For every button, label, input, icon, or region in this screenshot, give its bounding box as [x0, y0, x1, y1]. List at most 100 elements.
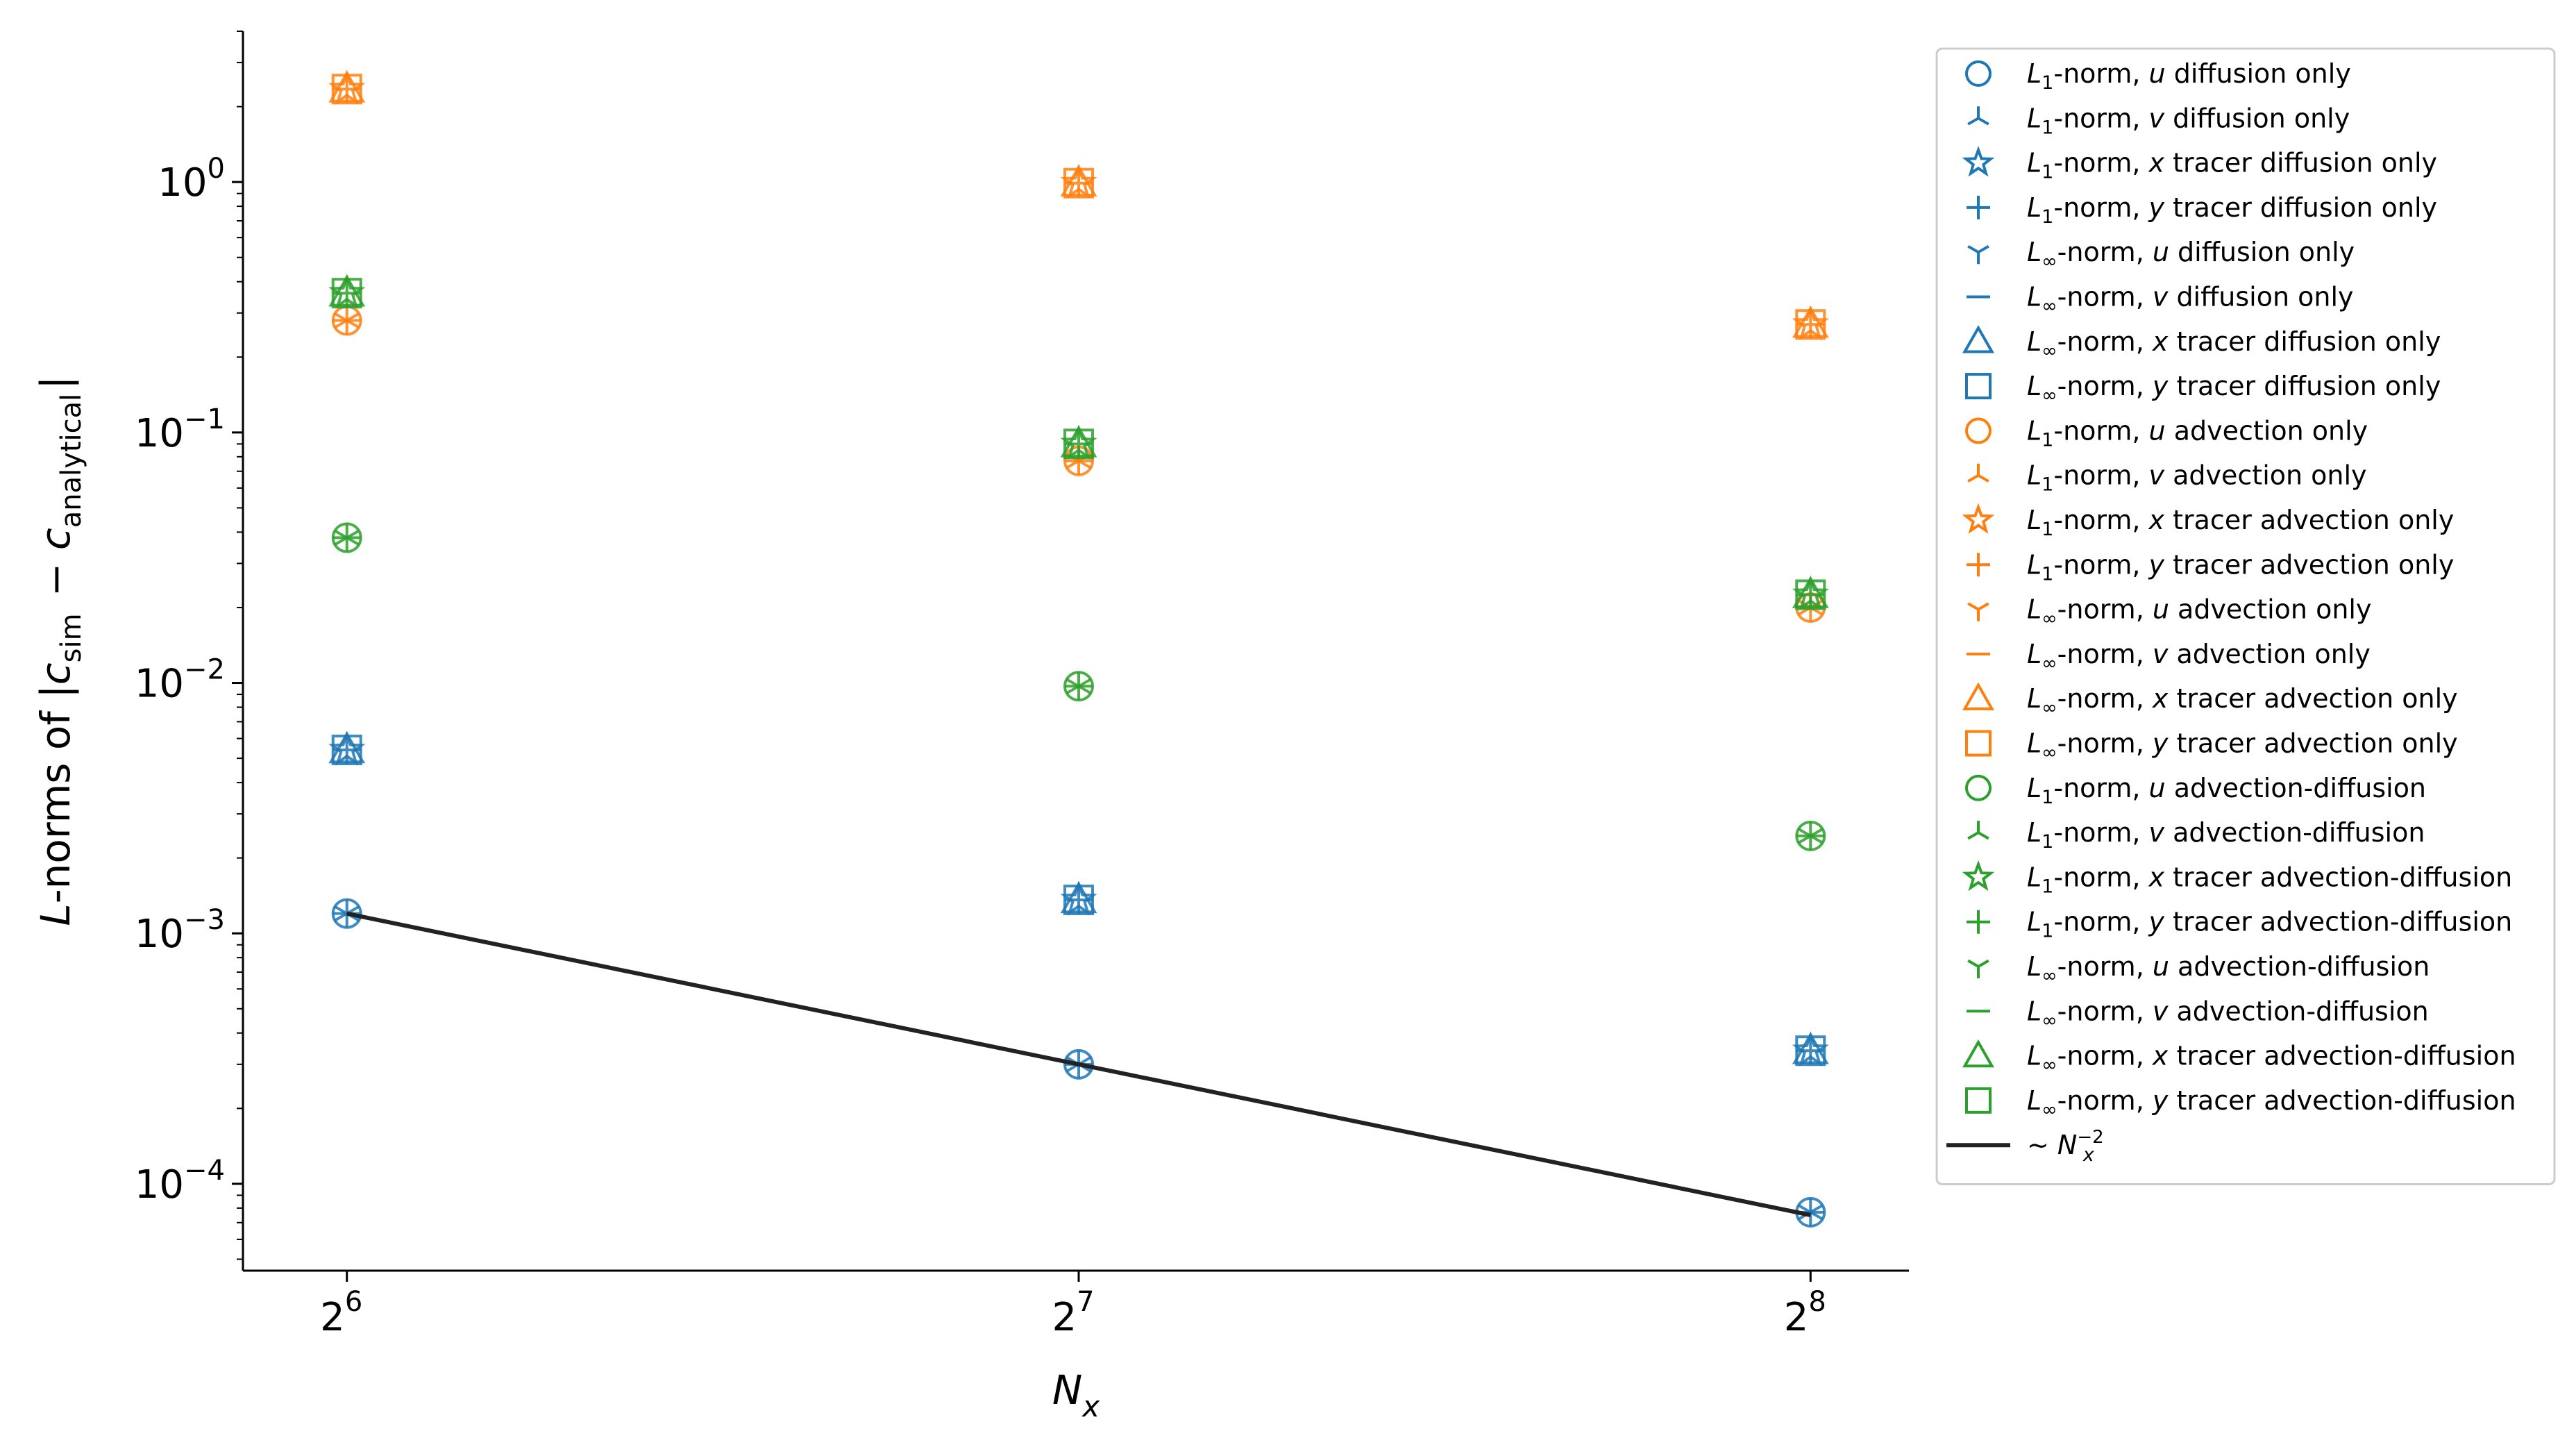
legend-marker: [1962, 860, 1995, 892]
series-23: [328, 274, 1829, 608]
data-point: [1795, 579, 1826, 610]
legend-label: L1-norm, v advection only: [2027, 460, 2367, 496]
legend-marker: [1962, 503, 1995, 534]
legend-marker: [1962, 682, 1994, 710]
legend-entry: L∞-norm, u advection-diffusion: [1967, 951, 2430, 987]
series-24: [331, 278, 1826, 610]
legend-marker: [1967, 244, 1989, 265]
legend-label: L∞-norm, y tracer advection-diffusion: [2027, 1085, 2516, 1121]
legend-label: L∞-norm, x tracer advection only: [2027, 683, 2458, 719]
x-axis-label: Nx: [1052, 1366, 1100, 1423]
x-tick-label: 28: [1784, 1286, 1826, 1340]
legend-marker: [1962, 325, 1994, 353]
reference-line: [346, 911, 1811, 1217]
legend-entry: L∞-norm, x tracer advection only: [1962, 682, 2458, 719]
data-point: [1792, 1032, 1829, 1064]
legend-marker: [1962, 1039, 1994, 1068]
legend-marker: [1967, 821, 1989, 840]
legend-label: L1-norm, u diffusion only: [2027, 58, 2351, 94]
legend-entry: L1-norm, u diffusion only: [1965, 58, 2351, 94]
legend-label: L∞-norm, u diffusion only: [2027, 237, 2355, 272]
series-16: [331, 74, 1826, 340]
y-tick-label: 100: [158, 153, 225, 206]
y-tick-label: 10−3: [135, 904, 225, 957]
data-point: [1063, 167, 1095, 199]
legend: L1-norm, u diffusion only L1-norm, v diff…: [1935, 47, 2556, 1185]
data-point: [1063, 885, 1095, 916]
legend-marker: [1965, 1087, 1992, 1114]
legend-label: L1-norm, y tracer advection-diffusion: [2027, 907, 2512, 942]
data-point: [1060, 425, 1097, 458]
legend-entry: L1-norm, v advection only: [1967, 460, 2367, 496]
legend-label: L1-norm, x tracer advection only: [2027, 505, 2454, 540]
series-13: [334, 312, 1824, 621]
plot-area: [328, 69, 1829, 1228]
legend-label: L1-norm, v diffusion only: [2027, 103, 2350, 138]
data-point: [1792, 306, 1829, 338]
x-tick-label: 27: [1052, 1286, 1094, 1340]
legend-entry: L1-norm, y tracer advection only: [1967, 549, 2454, 585]
legend-marker: [1967, 959, 1989, 978]
legend-frame: [1935, 47, 2556, 1185]
legend-label: L1-norm, u advection-diffusion: [2027, 773, 2426, 808]
legend-label: L1-norm, y tracer diffusion only: [2027, 192, 2437, 228]
data-point: [328, 731, 366, 764]
legend-marker: [1967, 602, 1989, 621]
legend-marker: [1965, 730, 1992, 757]
series-4: [332, 736, 1825, 1065]
legend-entry: L1-norm, u advection-diffusion: [1965, 773, 2426, 808]
data-point: [1795, 309, 1826, 340]
series-7: [328, 731, 1829, 1064]
legend-marker: [1967, 463, 1989, 483]
legend-label: L1-norm, u advection only: [2027, 415, 2368, 451]
data-point: [1060, 164, 1097, 197]
data-point: [1792, 576, 1829, 608]
y-axis-label: L-norms of |csim − canalytical |: [32, 376, 87, 926]
legend-label: L1-norm, y tracer advection only: [2027, 549, 2454, 585]
legend-label: ~ N−2 x: [2027, 1127, 2104, 1166]
legend-label: L∞-norm, y tracer advection only: [2027, 728, 2458, 764]
series-21: [334, 529, 1824, 850]
legend-marker: [1965, 774, 1992, 801]
data-point: [331, 278, 362, 309]
legend-entry: L∞-norm, x tracer diffusion only: [1962, 325, 2441, 362]
legend-entry: L1-norm, y tracer diffusion only: [1967, 192, 2437, 228]
legend-entry: L∞-norm, v advection-diffusion: [1967, 996, 2429, 1031]
legend-label: L∞-norm, x tracer advection-diffusion: [2027, 1041, 2516, 1076]
legend-marker: [1965, 60, 1992, 87]
y-tick-label: 10−1: [135, 403, 225, 456]
series-11: [328, 69, 1829, 340]
data-point: [331, 735, 362, 766]
legend-label: L∞-norm, y tracer diffusion only: [2027, 371, 2441, 406]
data-point: [1063, 428, 1095, 460]
legend-entry: L∞-norm, y tracer diffusion only: [1965, 371, 2441, 406]
legend-label: L∞-norm, v advection only: [2027, 639, 2371, 674]
legend-marker: [1962, 145, 1995, 177]
legend-entry-reference: ~ N−2 x: [1946, 1127, 2104, 1166]
legend-label: L1-norm, x tracer advection-diffusion: [2027, 862, 2512, 897]
legend-entry: L1-norm, v diffusion only: [1967, 103, 2350, 138]
data-point: [1060, 881, 1097, 914]
legend-entry: L∞-norm, u advection only: [1967, 594, 2371, 630]
legend-marker: [1967, 195, 1990, 219]
legend-entry: L1-norm, x tracer advection-diffusion: [1962, 860, 2512, 897]
axes: 10−4 10−3 10−2 10−1 100 26 27 28 Nx L-norms of |c…: [32, 31, 1909, 1423]
legend-label: L∞-norm, v diffusion only: [2027, 282, 2354, 317]
legend-entry: L∞-norm, x tracer advection-diffusion: [1962, 1039, 2516, 1076]
legend-marker: [1967, 553, 1990, 577]
legend-label: L1-norm, x tracer diffusion only: [2027, 148, 2437, 183]
series-12: [332, 75, 1825, 339]
legend-entry: L1-norm, x tracer diffusion only: [1962, 145, 2437, 183]
data-point: [1795, 1035, 1826, 1067]
legend-entry: L1-norm, v advection-diffusion: [1967, 817, 2425, 853]
legend-entry: L1-norm, x tracer advection only: [1962, 503, 2454, 540]
y-tick-label: 10−4: [135, 1155, 225, 1207]
series-8: [331, 735, 1826, 1067]
legend-entry: L∞-norm, y tracer advection only: [1965, 728, 2458, 764]
data-point: [328, 70, 366, 103]
x-tick-label: 26: [320, 1286, 362, 1340]
series-18: [334, 524, 1824, 844]
legend-entry: L∞-norm, u diffusion only: [1967, 237, 2355, 272]
legend-entry: L∞-norm, v advection only: [1967, 639, 2371, 674]
legend-entry: L1-norm, u advection only: [1965, 415, 2368, 451]
